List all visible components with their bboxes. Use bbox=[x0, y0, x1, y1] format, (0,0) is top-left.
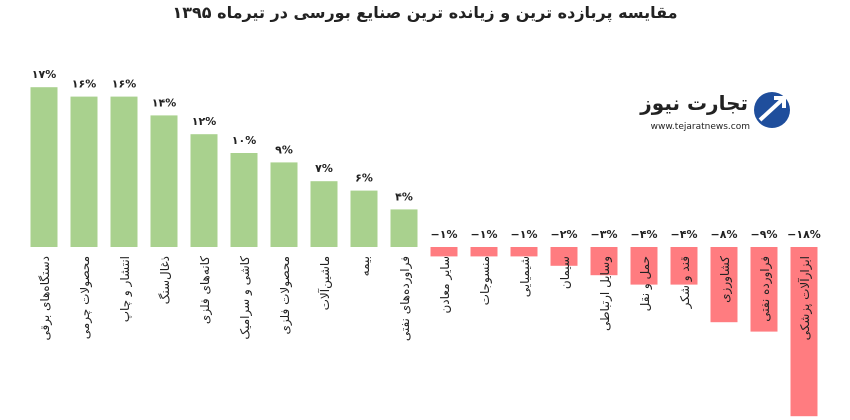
logo-name: تجارت نیوز bbox=[639, 91, 748, 115]
category-label: فراورده نفتی bbox=[758, 256, 773, 322]
bar bbox=[790, 247, 818, 417]
bar bbox=[430, 247, 458, 257]
logo-url: www.tejaratnews.com bbox=[651, 122, 750, 132]
value-label: −۱% bbox=[431, 228, 458, 241]
value-label: ۱۲% bbox=[192, 115, 216, 128]
bar bbox=[230, 153, 258, 247]
bar bbox=[670, 247, 698, 285]
category-label: کانه‌های فلزی bbox=[198, 256, 213, 324]
value-label: ۶% bbox=[355, 172, 373, 185]
value-label: ۴% bbox=[395, 190, 413, 203]
chart-title: مقایسه پربازده ترین و زیانده ترین صنایع … bbox=[172, 3, 677, 23]
category-label: شیمیایی bbox=[518, 256, 532, 297]
category-label: ذغال‌سنگ bbox=[158, 256, 172, 304]
bar bbox=[470, 247, 498, 257]
bar bbox=[70, 96, 98, 247]
value-label: −۴% bbox=[671, 228, 698, 241]
value-label: ۱۰% bbox=[232, 134, 256, 147]
bar bbox=[590, 247, 618, 276]
bar bbox=[510, 247, 538, 257]
value-label: −۱% bbox=[471, 228, 498, 241]
category-label: ابزارآلات پزشکی bbox=[797, 256, 813, 340]
category-label: ماشین‌آلات bbox=[317, 256, 333, 310]
category-label: محصولات فلزی bbox=[278, 256, 293, 334]
bar bbox=[710, 247, 738, 323]
bar bbox=[630, 247, 658, 285]
category-label: فراورده‌های نفتی bbox=[398, 256, 413, 341]
value-label: −۴% bbox=[631, 228, 658, 241]
category-label: کشاورزی bbox=[718, 256, 733, 303]
value-label: −۳% bbox=[591, 228, 618, 241]
category-label: حمل و نقل bbox=[638, 256, 653, 311]
category-label: منسوجات bbox=[478, 256, 493, 305]
bar bbox=[390, 209, 418, 247]
bar bbox=[750, 247, 778, 332]
value-label: −۲% bbox=[551, 228, 578, 241]
watermark: تجارت نیوز www.tejaratnews.com bbox=[639, 91, 790, 132]
category-label: انتشار و چاپ bbox=[118, 256, 133, 322]
value-label: ۷% bbox=[315, 162, 333, 175]
value-label: ۱۶% bbox=[112, 78, 136, 91]
value-label: −۱۸% bbox=[787, 228, 821, 241]
value-label: −۸% bbox=[711, 228, 738, 241]
bar bbox=[350, 190, 378, 247]
value-label: −۹% bbox=[751, 228, 778, 241]
category-label: سیمان bbox=[558, 256, 572, 289]
category-label: محصولات چرمی bbox=[78, 256, 93, 339]
bar bbox=[270, 162, 298, 247]
category-label: قند و شکر bbox=[678, 256, 693, 309]
category-label: کاشی و سرامیک bbox=[238, 256, 253, 340]
value-label: −۱% bbox=[511, 228, 538, 241]
value-label: ۹% bbox=[275, 143, 293, 156]
category-label: وسایل ارتباطی bbox=[598, 256, 613, 331]
bar bbox=[310, 181, 338, 247]
logo-arrow bbox=[758, 96, 786, 122]
bar bbox=[30, 87, 58, 247]
category-label: بیمه bbox=[358, 256, 372, 276]
bar bbox=[110, 96, 138, 247]
value-label: ۱۷% bbox=[32, 68, 56, 81]
category-label: سایر معادن bbox=[438, 256, 453, 314]
bar bbox=[550, 247, 578, 266]
value-label: ۱۶% bbox=[72, 78, 96, 91]
bar bbox=[150, 115, 178, 248]
bar bbox=[190, 134, 218, 247]
value-label: ۱۴% bbox=[152, 96, 176, 109]
category-label: دستگاه‌های برقی bbox=[38, 256, 53, 340]
